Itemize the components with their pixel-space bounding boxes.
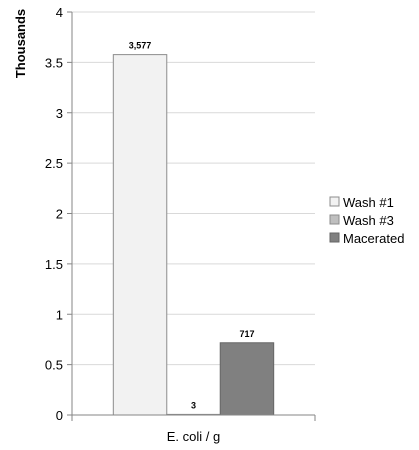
legend-swatch-macerated [329,232,340,243]
y-tick-label: 0 [56,408,63,423]
data-labels: 3,577 3 717 [129,41,255,411]
y-tick-label: 1.5 [45,257,63,272]
y-tick-label: 4 [56,5,63,20]
bars [112,54,275,416]
x-category-label: E. coli / g [167,429,220,444]
legend-swatch-wash-1 [329,196,340,207]
y-tick-label: 1 [56,307,63,322]
legend: Wash #1 Wash #3 Macerated [329,195,404,246]
legend-label: Macerated [343,231,404,246]
y-tick-labels: 0 0.5 1 1.5 2 2.5 3 3.5 4 [45,5,72,423]
y-tick-label: 3 [56,106,63,121]
y-tick-label: 3.5 [45,55,63,70]
y-axis-label: Thousands [13,9,28,78]
data-label: 717 [239,329,254,339]
data-label: 3,577 [129,41,152,51]
legend-label: Wash #1 [343,195,394,210]
bar-macerated [219,342,275,416]
gridlines [72,11,315,366]
y-tick-label: 2.5 [45,156,63,171]
y-tick-label: 2 [56,207,63,222]
legend-swatch-wash-3 [329,214,340,225]
bar-wash-1 [112,54,168,416]
legend-label: Wash #3 [343,213,394,228]
data-label: 3 [191,400,196,410]
y-tick-label: 0.5 [45,358,63,373]
